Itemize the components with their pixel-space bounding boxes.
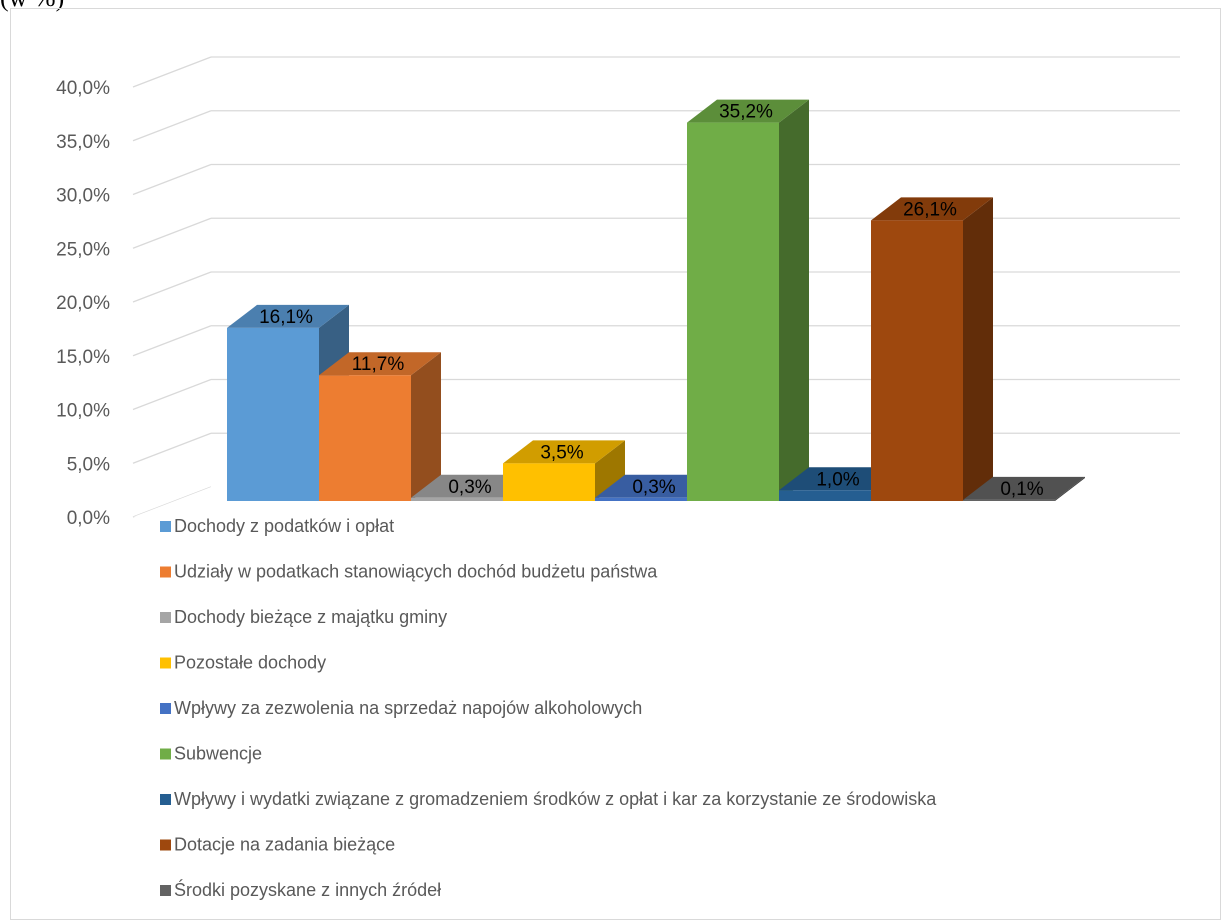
legend-label: Wpływy za zezwolenia na sprzedaż napojów… (174, 698, 642, 718)
legend-item: Wpływy za zezwolenia na sprzedaż napojów… (160, 698, 642, 718)
bar-front (227, 327, 319, 501)
gridline-side (132, 325, 212, 357)
legend-swatch (160, 703, 171, 714)
bar-front (779, 490, 871, 501)
legend-item: Dotacje na zadania bieżące (160, 835, 395, 855)
bar-top (227, 304, 349, 328)
data-label: 16,1% (259, 307, 313, 328)
y-axis-ticks: 0,0% 5,0% 10,0% 15,0% 20,0% 25,0% 30,0% 35,0% 40… (56, 78, 110, 529)
y-tick-label: 35,0% (56, 132, 110, 153)
legend-swatch (160, 521, 171, 532)
data-label: 11,7% (352, 354, 405, 375)
chart-frame (10, 8, 1221, 920)
gridline-side (132, 432, 212, 464)
data-label: 35,2% (719, 102, 773, 123)
bar-top (411, 474, 533, 498)
bar-front (503, 463, 595, 501)
legend-item: Dochody z podatków i opłat (160, 516, 394, 536)
data-label: 1,0% (816, 469, 859, 490)
data-label: 26,1% (903, 199, 957, 220)
bar (227, 304, 349, 501)
legend-label: Wpływy i wydatki związane z gromadzeniem… (174, 789, 937, 809)
data-label: 0,1% (1000, 479, 1043, 500)
y-tick-label: 30,0% (56, 186, 110, 207)
bar-top (319, 352, 441, 376)
bars (227, 99, 1085, 502)
legend: Dochody z podatków i opłat Udziały w poda… (160, 516, 937, 900)
bar-side (411, 352, 441, 501)
legend-label: Dochody bieżące z majątku gminy (174, 607, 447, 627)
y-tick-label: 0,0% (67, 508, 110, 529)
bar-front (319, 375, 411, 501)
bar (687, 99, 809, 501)
legend-label: Dotacje na zadania bieżące (174, 835, 395, 855)
y-tick-label: 20,0% (56, 293, 110, 314)
y-tick-label: 5,0% (67, 454, 110, 475)
gridline-side (132, 271, 212, 303)
legend-swatch (160, 566, 171, 578)
legend-swatch (160, 839, 171, 851)
legend-label: Udziały w podatkach stanowiących dochód … (174, 562, 658, 582)
bar-front (595, 497, 687, 501)
gridline-side (132, 378, 212, 411)
bar-side (595, 440, 625, 501)
bar-top (779, 467, 901, 491)
legend-swatch (160, 657, 171, 669)
bar-front (411, 497, 503, 501)
y-tick-label: 40,0% (56, 78, 110, 99)
y-tick-label: 15,0% (56, 347, 110, 368)
y-tick-label: 25,0% (56, 239, 110, 260)
bar-top (687, 99, 809, 123)
gridline-side (132, 163, 212, 196)
bar-side (779, 99, 809, 501)
legend-item: Udziały w podatkach stanowiących dochód … (160, 562, 658, 582)
bar-side (1055, 476, 1085, 501)
legend-item: Wpływy i wydatki związane z gromadzeniem… (160, 789, 937, 809)
bar-top (963, 476, 1085, 500)
top-text: (w %) (0, 0, 64, 13)
bar-front (963, 499, 1055, 501)
legend-item: Pozostałe dochody (160, 653, 326, 673)
legend-label: Środki pozyskane z innych źródeł (174, 879, 441, 900)
legend-swatch (160, 612, 171, 623)
legend-label: Dochody z podatków i opłat (174, 516, 394, 536)
legend-item: Subwencje (160, 744, 262, 764)
data-label: 0,3% (632, 477, 675, 498)
bar (503, 440, 625, 501)
legend-label: Pozostałe dochody (174, 653, 326, 673)
legend-swatch (160, 885, 171, 896)
data-labels: 16,1% 11,7% 0,3% 3,5% 0,3% 35,2% 1,0% 26,1% 0,1% (259, 102, 1044, 500)
bar-top (503, 440, 625, 464)
data-label: 0,3% (448, 477, 491, 498)
gridline-side (132, 217, 212, 249)
bar (871, 197, 993, 502)
bar-front (871, 220, 963, 502)
legend-swatch (160, 794, 171, 805)
legend-swatch (160, 748, 171, 760)
bar (963, 476, 1085, 501)
legend-label: Subwencje (174, 744, 262, 764)
bar-side (963, 197, 993, 502)
bar-top (595, 474, 717, 498)
gridline-side (132, 110, 212, 142)
bar-top (871, 197, 993, 221)
bar-front (687, 122, 779, 501)
y-tick-label: 10,0% (56, 401, 110, 422)
legend-item: Środki pozyskane z innych źródeł (160, 879, 441, 900)
gridline-side (132, 56, 212, 88)
data-label: 3,5% (540, 442, 583, 463)
legend-item: Dochody bieżące z majątku gminy (160, 607, 447, 627)
bar (319, 352, 441, 501)
